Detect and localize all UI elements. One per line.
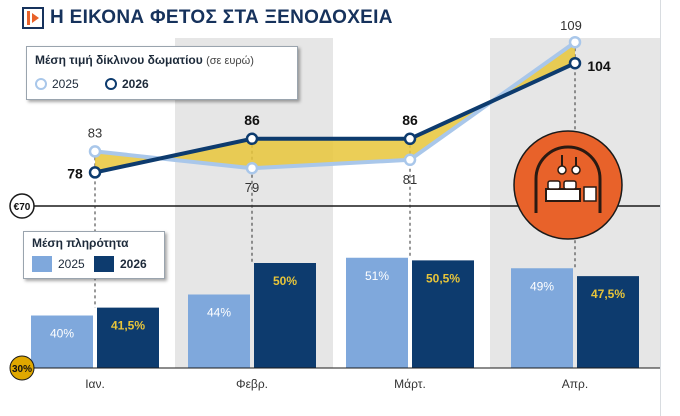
bar-2025 [511, 268, 573, 368]
point-label-2026: 104 [587, 58, 611, 74]
legend-marker-2026 [105, 78, 117, 90]
legend-label-2025: 2025 [52, 77, 79, 91]
point-2025 [568, 35, 582, 49]
point-label-2026: 78 [67, 165, 83, 181]
legend-label-occ-2025: 2025 [58, 257, 85, 271]
point-label-2026: 86 [244, 112, 260, 128]
bar-label-2026: 41,5% [111, 319, 145, 333]
category-label: Φεβρ. [236, 377, 268, 391]
newspaper-logo-icon [22, 7, 44, 29]
point-2026 [568, 56, 582, 70]
legend-item-price-2026: 2026 [105, 77, 149, 91]
bar-2026 [254, 263, 316, 368]
bar-2025 [31, 315, 93, 368]
category-label: Απρ. [562, 377, 588, 391]
price-legend-title-unit: (σε ευρώ) [206, 55, 254, 67]
right-page-edge [660, 0, 680, 416]
point-2025 [403, 153, 417, 167]
legend-label-occ-2026: 2026 [120, 257, 147, 271]
point-2025 [88, 145, 102, 158]
bar-2025 [188, 294, 250, 368]
bar-label-2026: 47,5% [591, 287, 625, 301]
bar-label-2025: 44% [207, 306, 231, 320]
point-label-2026: 86 [402, 112, 418, 128]
hotel-bed-icon [534, 145, 602, 213]
occupancy-ref-label: 30% [12, 364, 32, 375]
bar-2026 [97, 307, 159, 368]
point-2026 [403, 132, 417, 146]
price-legend: Μέση τιμή δίκλινου δωματίου (σε ευρώ) 20… [26, 46, 298, 100]
bar-2026 [577, 276, 639, 368]
bar-2026 [412, 260, 474, 368]
point-label-2025: 83 [88, 125, 102, 140]
bar-2025 [346, 257, 408, 368]
legend-marker-2025 [35, 78, 47, 90]
legend-item-occupancy-2026: 2026 [94, 256, 147, 272]
hotel-bed-icon [583, 186, 597, 202]
price-legend-title: Μέση τιμή δίκλινου δωματίου (σε ευρώ) [35, 53, 254, 67]
legend-item-occupancy-2025: 2025 [32, 256, 85, 272]
chart-title-bar: Η ΕΙΚΟΝΑ ΦΕΤΟΣ ΣΤΑ ΞΕΝΟΔΟΧΕΙΑ [22, 5, 393, 31]
category-label: Ιαν. [85, 377, 105, 391]
price-ref-label: €70 [14, 202, 31, 213]
point-label-2025: 81 [403, 172, 417, 187]
occupancy-legend-title: Μέση πληρότητα [32, 236, 129, 250]
hotel-bed-icon [571, 165, 581, 175]
legend-swatch-2026 [94, 256, 114, 272]
point-2026 [88, 166, 102, 179]
hotel-bed-icon [563, 180, 577, 190]
occupancy-legend: Μέση πληρότητα 2025 2026 [23, 231, 165, 279]
hotel-bed-icon [545, 188, 581, 202]
bar-label-2026: 50% [273, 274, 297, 288]
legend-label-2026: 2026 [122, 77, 149, 91]
bar-label-2025: 40% [50, 327, 74, 341]
hotel-bed-icon [547, 180, 561, 190]
price-legend-title-main: Μέση τιμή δίκλινου δωματίου [35, 53, 203, 67]
hotel-bed-icon [557, 165, 567, 175]
point-2026 [245, 132, 259, 146]
bar-label-2025: 51% [365, 269, 389, 283]
occupancy-ref-marker [9, 355, 35, 381]
price-ref-marker [9, 193, 35, 219]
category-label: Μάρτ. [394, 377, 426, 391]
line-series-2026 [94, 61, 576, 175]
legend-item-price-2025: 2025 [35, 77, 79, 91]
bar-label-2025: 49% [530, 279, 554, 293]
legend-swatch-2025 [32, 256, 52, 272]
point-2025 [245, 161, 259, 175]
bar-label-2026: 50,5% [426, 271, 460, 285]
point-label-2025: 109 [560, 18, 582, 33]
chart-title: Η ΕΙΚΟΝΑ ΦΕΤΟΣ ΣΤΑ ΞΕΝΟΔΟΧΕΙΑ [50, 7, 393, 28]
point-label-2025: 79 [245, 180, 259, 195]
